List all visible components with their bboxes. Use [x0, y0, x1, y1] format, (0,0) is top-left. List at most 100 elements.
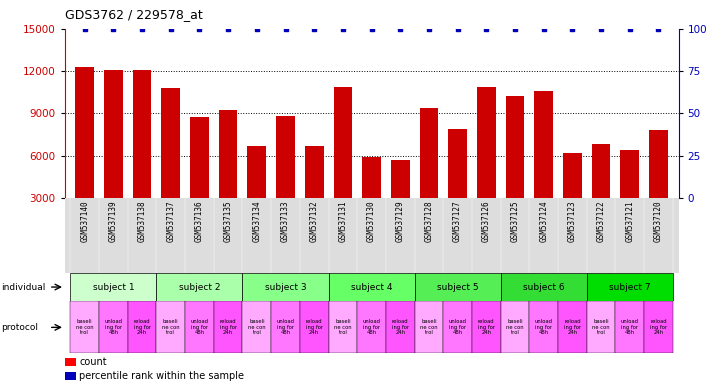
- Point: [136, 26, 148, 32]
- Bar: [162, 88, 180, 240]
- Bar: [70, 273, 157, 301]
- Text: subject 2: subject 2: [179, 283, 220, 291]
- Bar: [334, 86, 353, 240]
- Point: [595, 26, 607, 32]
- Bar: [587, 273, 673, 301]
- Text: reload
ing for
24h: reload ing for 24h: [134, 319, 151, 335]
- Point: [194, 26, 205, 32]
- Text: GSM537124: GSM537124: [539, 200, 548, 242]
- Text: GDS3762 / 229578_at: GDS3762 / 229578_at: [65, 8, 202, 21]
- Text: baseli
ne con
trol: baseli ne con trol: [506, 319, 524, 335]
- Bar: [248, 146, 266, 240]
- Bar: [70, 301, 99, 353]
- Point: [79, 26, 90, 32]
- Bar: [214, 301, 243, 353]
- Point: [423, 26, 434, 32]
- Bar: [329, 301, 358, 353]
- Text: GSM537138: GSM537138: [138, 200, 146, 242]
- Point: [480, 26, 492, 32]
- Text: GSM537128: GSM537128: [424, 200, 434, 242]
- Point: [165, 26, 177, 32]
- Text: GSM537121: GSM537121: [625, 200, 634, 242]
- Text: GSM537137: GSM537137: [167, 200, 175, 242]
- Bar: [276, 116, 295, 240]
- Bar: [363, 157, 381, 240]
- Text: count: count: [80, 357, 107, 367]
- Bar: [615, 301, 644, 353]
- Point: [223, 26, 234, 32]
- Text: subject 1: subject 1: [93, 283, 134, 291]
- Text: protocol: protocol: [1, 323, 39, 332]
- Bar: [644, 301, 673, 353]
- Bar: [185, 301, 214, 353]
- Text: reload
ing for
24h: reload ing for 24h: [650, 319, 667, 335]
- Text: baseli
ne con
trol: baseli ne con trol: [76, 319, 93, 335]
- Text: subject 6: subject 6: [523, 283, 564, 291]
- Text: individual: individual: [1, 283, 46, 291]
- Bar: [300, 301, 329, 353]
- Bar: [104, 70, 123, 240]
- Point: [366, 26, 378, 32]
- Bar: [243, 301, 271, 353]
- Point: [653, 26, 664, 32]
- Text: reload
ing for
24h: reload ing for 24h: [564, 319, 581, 335]
- Point: [538, 26, 549, 32]
- Bar: [414, 301, 443, 353]
- Point: [509, 26, 521, 32]
- Bar: [477, 86, 495, 240]
- Bar: [620, 150, 639, 240]
- Text: GSM537135: GSM537135: [223, 200, 233, 242]
- Bar: [329, 273, 414, 301]
- Text: GSM537129: GSM537129: [396, 200, 405, 242]
- Bar: [386, 301, 414, 353]
- Text: GSM537122: GSM537122: [597, 200, 605, 242]
- Point: [108, 26, 119, 32]
- Text: baseli
ne con
trol: baseli ne con trol: [162, 319, 180, 335]
- Text: GSM537131: GSM537131: [338, 200, 348, 242]
- Bar: [443, 301, 472, 353]
- Bar: [529, 301, 558, 353]
- Point: [309, 26, 320, 32]
- Bar: [649, 130, 668, 240]
- Point: [251, 26, 263, 32]
- Text: GSM537130: GSM537130: [367, 200, 376, 242]
- Bar: [305, 146, 324, 240]
- Bar: [128, 301, 157, 353]
- Bar: [563, 153, 582, 240]
- Text: reload
ing for
24h: reload ing for 24h: [220, 319, 237, 335]
- Bar: [219, 111, 238, 240]
- Bar: [500, 273, 587, 301]
- Bar: [592, 144, 610, 240]
- Bar: [99, 301, 128, 353]
- Bar: [558, 301, 587, 353]
- Text: GSM537125: GSM537125: [510, 200, 520, 242]
- Text: GSM537127: GSM537127: [453, 200, 462, 242]
- Bar: [500, 301, 529, 353]
- Text: unload
ing for
48h: unload ing for 48h: [363, 319, 381, 335]
- Bar: [448, 129, 467, 240]
- Bar: [587, 301, 615, 353]
- Point: [337, 26, 349, 32]
- Text: subject 3: subject 3: [265, 283, 307, 291]
- Text: reload
ing for
24h: reload ing for 24h: [477, 319, 495, 335]
- Text: baseli
ne con
trol: baseli ne con trol: [248, 319, 266, 335]
- Text: GSM537120: GSM537120: [654, 200, 663, 242]
- Text: GSM537136: GSM537136: [195, 200, 204, 242]
- Point: [452, 26, 463, 32]
- Text: percentile rank within the sample: percentile rank within the sample: [80, 371, 244, 381]
- Bar: [133, 70, 151, 240]
- Bar: [419, 108, 438, 240]
- Bar: [414, 273, 500, 301]
- Text: unload
ing for
48h: unload ing for 48h: [535, 319, 553, 335]
- Text: subject 5: subject 5: [437, 283, 478, 291]
- Text: unload
ing for
48h: unload ing for 48h: [190, 319, 208, 335]
- Bar: [472, 301, 500, 353]
- Text: baseli
ne con
trol: baseli ne con trol: [420, 319, 438, 335]
- Bar: [271, 301, 300, 353]
- Bar: [505, 96, 524, 240]
- Text: GSM537133: GSM537133: [281, 200, 290, 242]
- Bar: [534, 91, 553, 240]
- Text: unload
ing for
48h: unload ing for 48h: [276, 319, 294, 335]
- Bar: [358, 301, 386, 353]
- Text: GSM537126: GSM537126: [482, 200, 491, 242]
